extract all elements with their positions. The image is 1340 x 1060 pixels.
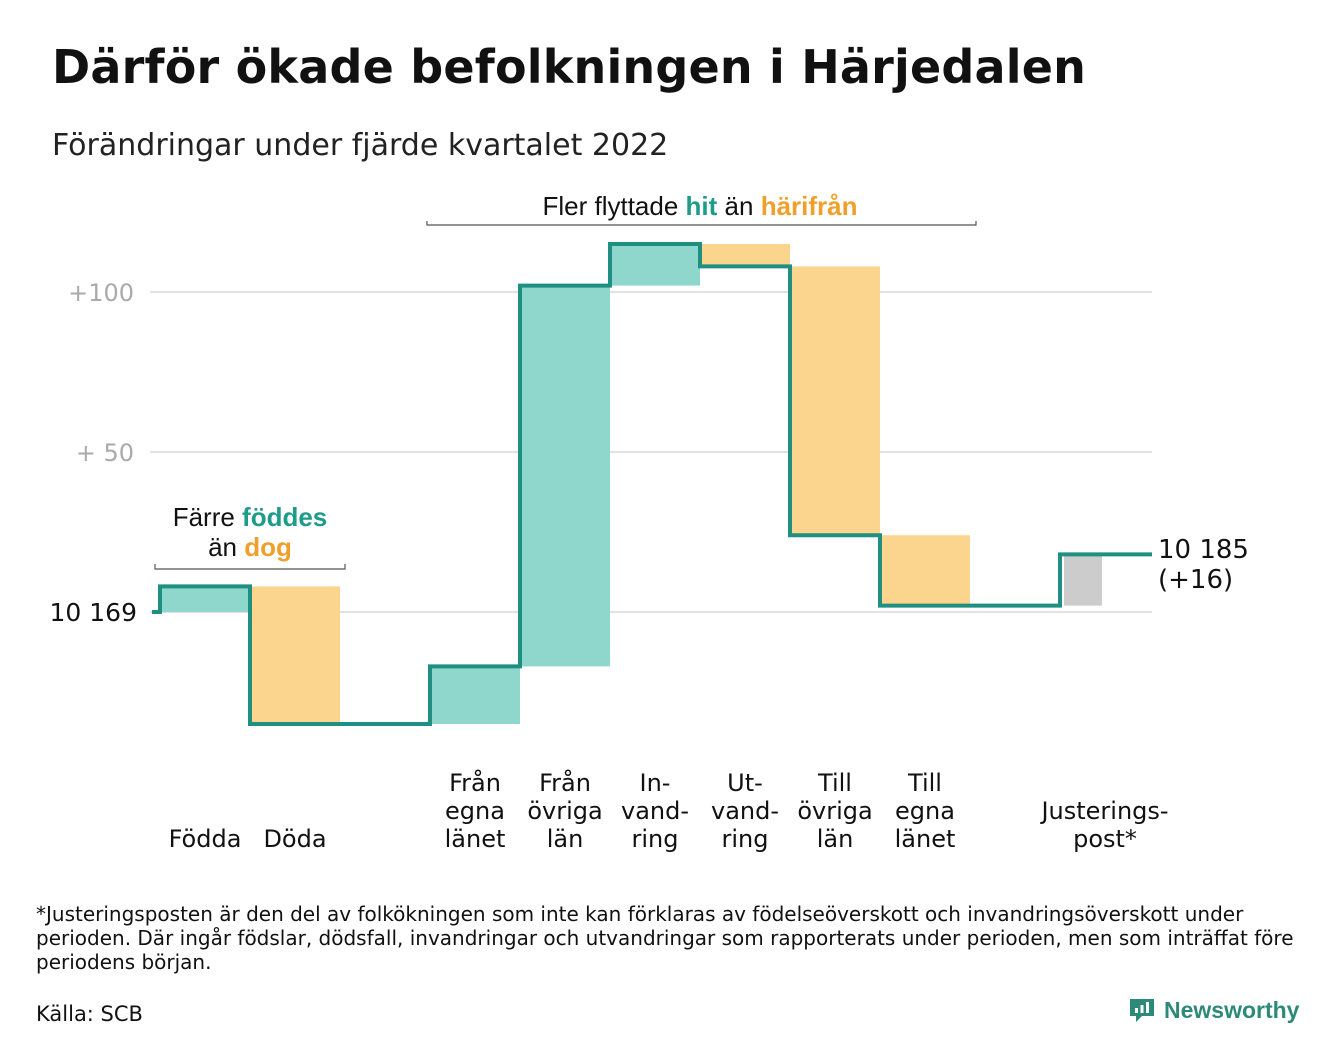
category-label: länet [445, 825, 506, 853]
category-label: länet [895, 825, 956, 853]
category-label: övriga [527, 797, 602, 825]
waterfall-bar [1064, 554, 1102, 606]
newsworthy-logo-icon [1130, 999, 1154, 1022]
category-label: övriga [797, 797, 872, 825]
baseline-value-label: 10 169 [50, 598, 137, 627]
annotation-fragment: föddes [242, 502, 327, 532]
category-label: län [817, 825, 854, 853]
annotation-fragment: härifrån [761, 191, 858, 221]
annotation-migration: Fler flyttade hit än härifrån [542, 191, 857, 221]
annotation-fragment: än [208, 532, 244, 562]
category-label: Justerings- [1039, 797, 1168, 825]
source-note: Källa: SCB [36, 1002, 143, 1026]
category-label: In- [640, 769, 671, 797]
annotation-fragment: dog [244, 532, 292, 562]
brand-logo: Newsworthy [1128, 996, 1299, 1024]
waterfall-bar [430, 666, 520, 724]
annotation-births: Färre föddes [173, 502, 328, 532]
category-label: vand- [711, 797, 779, 825]
category-label: egna [895, 797, 955, 825]
category-label: Från [449, 768, 501, 797]
waterfall-bar [790, 266, 880, 536]
waterfall-bar [250, 586, 340, 724]
waterfall-bar [160, 586, 250, 612]
cumulative-step-line [152, 242, 1152, 726]
annotation-fragment: Fler flyttade [542, 191, 685, 221]
y-tick-label: +100 [68, 279, 134, 307]
end-value-label: 10 185 [1158, 535, 1249, 565]
annotation-bracket [426, 221, 977, 226]
category-label: Till [907, 769, 942, 797]
page-subtitle: Förändringar under fjärde kvartalet 2022 [52, 128, 669, 163]
category-label: post* [1073, 825, 1137, 853]
brand-name: Newsworthy [1164, 996, 1300, 1023]
category-label: Ut- [727, 769, 763, 797]
annotation-births: än dog [208, 532, 292, 562]
waterfall-bar [700, 244, 790, 267]
waterfall-bar [610, 244, 700, 286]
category-label: län [547, 825, 584, 853]
category-label: ring [722, 825, 769, 853]
annotation-fragment: hit [686, 191, 718, 221]
category-label: Till [817, 769, 852, 797]
category-label: Födda [169, 825, 242, 853]
annotation-bracket [154, 564, 346, 570]
end-change-label: (+16) [1158, 565, 1233, 595]
waterfall-bar [520, 285, 610, 667]
y-tick-label: + 50 [76, 439, 134, 467]
waterfall-bar [880, 535, 970, 606]
category-label: Från [539, 768, 591, 797]
category-label: egna [445, 797, 505, 825]
annotation-fragment: Färre [173, 502, 242, 532]
category-label: vand- [621, 797, 689, 825]
footnote: *Justeringsposten är den del av folkökni… [36, 902, 1294, 974]
category-label: Döda [263, 825, 326, 853]
category-label: ring [632, 825, 679, 853]
page-title: Därför ökade befolkningen i Härjedalen [52, 40, 1087, 94]
annotation-fragment: än [717, 191, 760, 221]
